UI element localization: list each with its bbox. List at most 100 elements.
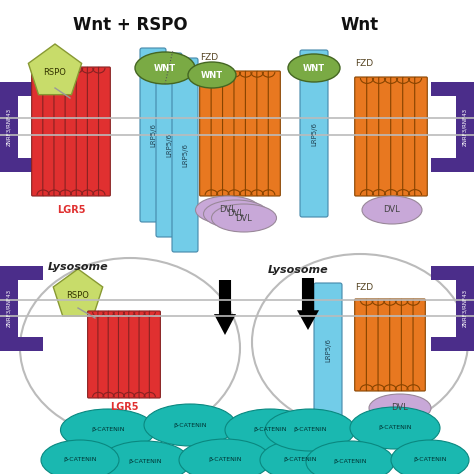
FancyBboxPatch shape bbox=[314, 283, 342, 417]
FancyBboxPatch shape bbox=[32, 67, 44, 196]
FancyBboxPatch shape bbox=[211, 71, 223, 196]
FancyBboxPatch shape bbox=[200, 71, 212, 196]
Text: LRP5/6: LRP5/6 bbox=[311, 121, 317, 146]
FancyBboxPatch shape bbox=[0, 82, 18, 172]
FancyBboxPatch shape bbox=[0, 265, 43, 280]
FancyBboxPatch shape bbox=[431, 157, 474, 172]
Text: β-CATENIN: β-CATENIN bbox=[413, 457, 447, 463]
Text: ZNRF3/RNF43: ZNRF3/RNF43 bbox=[7, 108, 11, 146]
FancyBboxPatch shape bbox=[139, 311, 150, 398]
Ellipse shape bbox=[195, 196, 261, 224]
FancyBboxPatch shape bbox=[431, 337, 474, 350]
Text: Lysosome: Lysosome bbox=[48, 262, 109, 272]
Text: ZNRF3/RNF43: ZNRF3/RNF43 bbox=[463, 108, 467, 146]
FancyBboxPatch shape bbox=[355, 77, 367, 196]
FancyBboxPatch shape bbox=[234, 71, 246, 196]
Ellipse shape bbox=[362, 196, 422, 224]
FancyBboxPatch shape bbox=[391, 77, 403, 196]
FancyBboxPatch shape bbox=[246, 71, 257, 196]
Text: FZD: FZD bbox=[200, 53, 218, 62]
FancyBboxPatch shape bbox=[88, 311, 99, 398]
Ellipse shape bbox=[369, 394, 431, 422]
FancyBboxPatch shape bbox=[43, 67, 55, 196]
Text: LRP5/6: LRP5/6 bbox=[182, 143, 188, 167]
FancyBboxPatch shape bbox=[140, 48, 166, 222]
FancyBboxPatch shape bbox=[108, 311, 119, 398]
Ellipse shape bbox=[100, 441, 190, 474]
FancyBboxPatch shape bbox=[0, 337, 43, 350]
FancyBboxPatch shape bbox=[415, 77, 427, 196]
FancyBboxPatch shape bbox=[172, 58, 198, 252]
FancyArrow shape bbox=[214, 280, 236, 335]
Ellipse shape bbox=[211, 204, 276, 232]
FancyBboxPatch shape bbox=[390, 299, 402, 391]
Text: FZD: FZD bbox=[355, 59, 373, 68]
Text: β-CATENIN: β-CATENIN bbox=[283, 457, 317, 463]
FancyBboxPatch shape bbox=[379, 77, 391, 196]
Text: LRP5/6: LRP5/6 bbox=[325, 338, 331, 362]
Text: β-CATENIN: β-CATENIN bbox=[173, 422, 207, 428]
Ellipse shape bbox=[260, 440, 340, 474]
Ellipse shape bbox=[179, 439, 271, 474]
Ellipse shape bbox=[225, 409, 315, 451]
FancyBboxPatch shape bbox=[65, 67, 77, 196]
Text: β-CATENIN: β-CATENIN bbox=[208, 457, 242, 463]
FancyBboxPatch shape bbox=[54, 67, 66, 196]
FancyBboxPatch shape bbox=[367, 77, 379, 196]
Text: Lysosome: Lysosome bbox=[268, 265, 328, 275]
Text: WNT: WNT bbox=[201, 71, 223, 80]
Text: RSPO: RSPO bbox=[44, 67, 66, 76]
FancyArrow shape bbox=[297, 278, 319, 330]
FancyBboxPatch shape bbox=[76, 67, 88, 196]
FancyBboxPatch shape bbox=[129, 311, 140, 398]
Text: LRP5/6: LRP5/6 bbox=[150, 123, 156, 147]
FancyBboxPatch shape bbox=[378, 299, 390, 391]
Polygon shape bbox=[28, 44, 82, 95]
Text: β-CATENIN: β-CATENIN bbox=[253, 428, 287, 432]
FancyBboxPatch shape bbox=[98, 311, 109, 398]
FancyBboxPatch shape bbox=[118, 311, 129, 398]
Ellipse shape bbox=[41, 440, 119, 474]
FancyBboxPatch shape bbox=[0, 157, 43, 172]
FancyBboxPatch shape bbox=[149, 311, 160, 398]
FancyBboxPatch shape bbox=[401, 299, 414, 391]
Text: DVL: DVL bbox=[392, 403, 409, 412]
Ellipse shape bbox=[288, 54, 340, 82]
Text: DVL: DVL bbox=[236, 213, 252, 222]
FancyBboxPatch shape bbox=[87, 67, 99, 196]
FancyBboxPatch shape bbox=[222, 71, 235, 196]
Ellipse shape bbox=[135, 52, 195, 84]
FancyBboxPatch shape bbox=[431, 265, 474, 280]
Text: LGR5: LGR5 bbox=[57, 205, 85, 215]
FancyBboxPatch shape bbox=[0, 265, 18, 350]
FancyBboxPatch shape bbox=[366, 299, 379, 391]
Text: ZNRF3/RNF43: ZNRF3/RNF43 bbox=[7, 289, 11, 327]
Polygon shape bbox=[53, 269, 103, 316]
Ellipse shape bbox=[350, 407, 440, 449]
Ellipse shape bbox=[188, 62, 236, 88]
FancyBboxPatch shape bbox=[456, 265, 474, 350]
Text: RSPO: RSPO bbox=[66, 291, 90, 300]
Text: β-CATENIN: β-CATENIN bbox=[293, 428, 327, 432]
Text: LRP5/6: LRP5/6 bbox=[166, 133, 172, 157]
Text: WNT: WNT bbox=[154, 64, 176, 73]
Ellipse shape bbox=[391, 440, 469, 474]
Text: β-CATENIN: β-CATENIN bbox=[333, 459, 367, 465]
Text: ZNRF3/RNF43: ZNRF3/RNF43 bbox=[463, 289, 467, 327]
Ellipse shape bbox=[61, 409, 155, 451]
Text: β-CATENIN: β-CATENIN bbox=[128, 459, 162, 465]
FancyBboxPatch shape bbox=[456, 82, 474, 172]
FancyBboxPatch shape bbox=[0, 82, 43, 95]
FancyBboxPatch shape bbox=[300, 50, 328, 217]
Text: WNT: WNT bbox=[303, 64, 325, 73]
Text: DVL: DVL bbox=[228, 210, 245, 219]
FancyBboxPatch shape bbox=[268, 71, 280, 196]
Text: FZD: FZD bbox=[355, 283, 373, 292]
FancyBboxPatch shape bbox=[355, 299, 367, 391]
FancyBboxPatch shape bbox=[403, 77, 415, 196]
Text: β-CATENIN: β-CATENIN bbox=[63, 457, 97, 463]
FancyBboxPatch shape bbox=[156, 53, 182, 237]
FancyBboxPatch shape bbox=[413, 299, 425, 391]
FancyBboxPatch shape bbox=[257, 71, 269, 196]
FancyBboxPatch shape bbox=[99, 67, 110, 196]
